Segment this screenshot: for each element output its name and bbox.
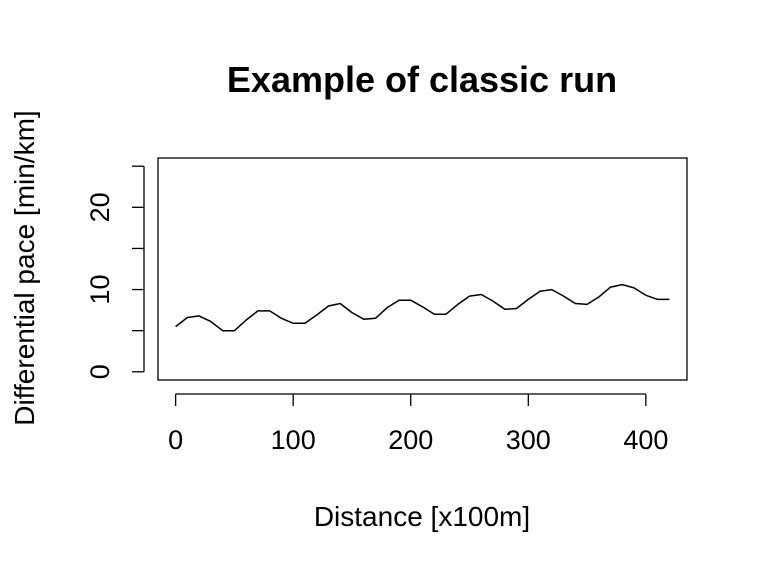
y-tick-label: 0 (85, 364, 115, 379)
x-tick-label: 100 (271, 425, 316, 455)
y-axis-title: Differential pace [min/km] (9, 110, 40, 425)
x-tick-label: 0 (168, 425, 183, 455)
x-axis: 0 100 200 300 400 (168, 393, 668, 455)
series-line-pace (175, 283, 670, 332)
x-axis-title: Distance [x100m] (314, 501, 530, 532)
y-tick-label: 20 (85, 192, 115, 222)
y-tick-label: 10 (85, 275, 115, 305)
x-tick-label: 400 (623, 425, 668, 455)
y-axis: 0 10 20 (85, 165, 145, 379)
plot-border (157, 157, 688, 381)
x-tick-label: 300 (506, 425, 551, 455)
chart-title: Example of classic run (227, 59, 617, 100)
x-tick-label: 200 (388, 425, 433, 455)
